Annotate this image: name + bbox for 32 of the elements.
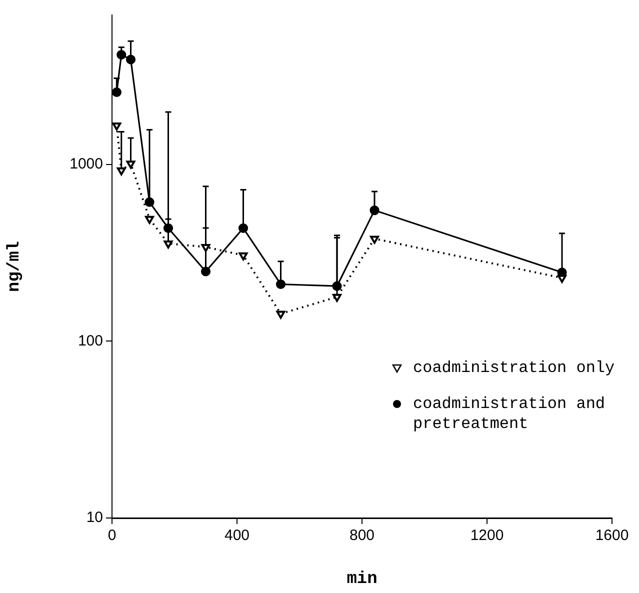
point — [144, 197, 154, 207]
x-tick-label: 1200 — [470, 527, 504, 544]
point — [112, 87, 122, 98]
x-tick-label: 1600 — [595, 527, 629, 544]
point — [276, 279, 286, 290]
x-tick-label: 0 — [108, 527, 116, 544]
y-axis-title: ng/ml — [5, 240, 24, 292]
point — [332, 294, 342, 302]
point — [201, 244, 210, 252]
point — [370, 206, 380, 216]
point — [126, 160, 136, 169]
point — [116, 167, 126, 176]
point — [370, 236, 379, 244]
point — [200, 266, 211, 276]
point — [145, 216, 154, 224]
point — [332, 281, 342, 291]
point — [238, 252, 248, 260]
y-tick-label: 1000 — [70, 156, 103, 173]
legend-label: coadministration and pretreatment — [413, 395, 606, 434]
point — [116, 50, 126, 60]
x-tick-label: 400 — [224, 527, 250, 544]
x-axis-title: min — [346, 570, 378, 590]
point — [238, 223, 248, 233]
point — [558, 274, 566, 283]
point — [163, 223, 174, 233]
y-tick-label: 100 — [78, 332, 103, 350]
legend-label: coadministration only — [413, 359, 616, 378]
point — [164, 240, 173, 248]
point — [126, 54, 136, 64]
point — [276, 310, 286, 319]
x-tick-label: 800 — [349, 527, 375, 544]
y-tick-label: 10 — [86, 509, 103, 526]
